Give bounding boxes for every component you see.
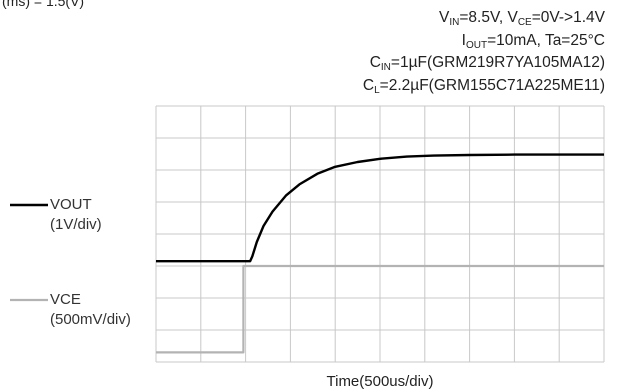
conditions-line-1: VIN=8.5V, VCE=0V->1.4V [439,9,605,28]
conditions-line-2: IOUT=10mA, Ta=25°C [461,32,605,51]
header-fragment: (ms) = 1.5(V) [2,0,85,9]
series-vout-line [156,153,604,263]
legend-vout-scale: (1V/div) [50,216,102,233]
series-vce-line [156,264,604,354]
legend-vout-name: VOUT [50,196,92,213]
legend-vce-scale: (500mV/div) [50,311,131,328]
legend-vce-name: VCE [50,291,81,308]
traces [156,153,604,354]
conditions-line-4: CL=2.2µF(GRM155C71A225ME11) [362,77,605,96]
x-axis-label: Time(500us/div) [326,373,434,390]
conditions-line-3: CIN=1µF(GRM219R7YA105MA12) [369,54,605,73]
legend-lines [10,203,48,302]
grid [155,105,605,363]
